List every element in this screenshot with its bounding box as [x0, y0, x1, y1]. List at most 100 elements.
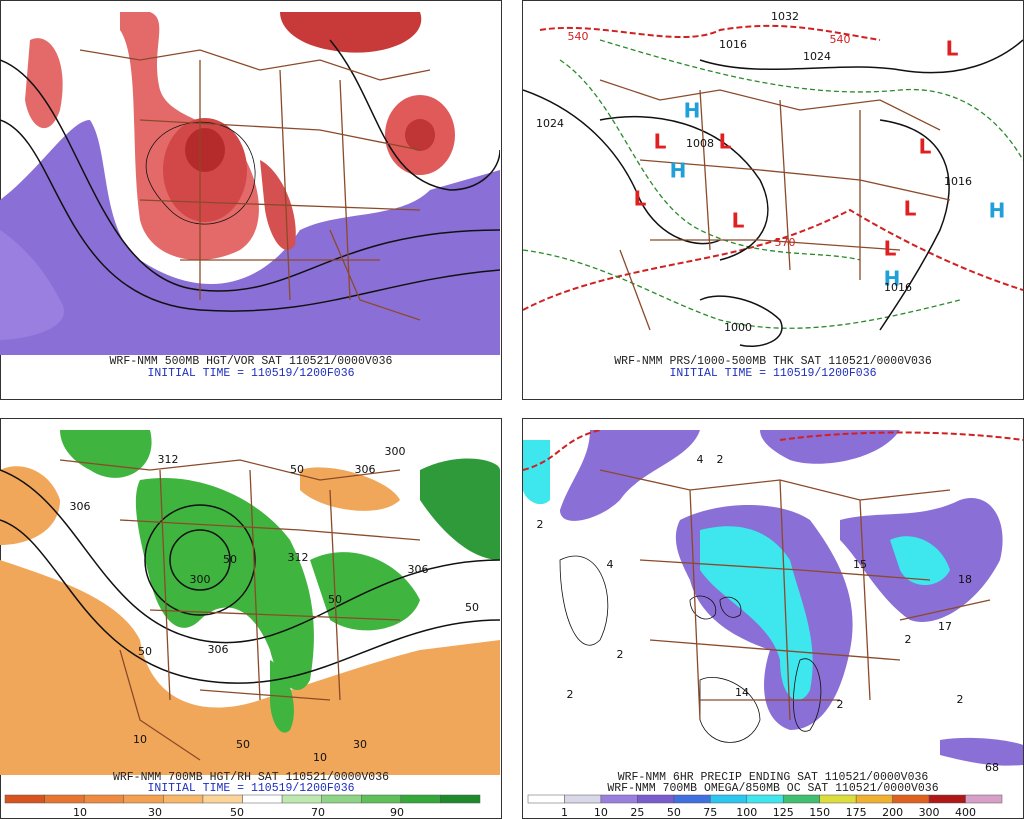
contour-label: 1016	[719, 38, 747, 51]
colorbar-label: 100	[736, 806, 757, 819]
colorbar-swatch	[163, 794, 204, 804]
colorbar-label: 150	[809, 806, 830, 819]
colorbar-swatch	[819, 794, 857, 804]
low-center: L	[654, 130, 667, 154]
contour-label: 300	[385, 445, 406, 458]
contour-label: 300	[190, 573, 211, 586]
colorbar-swatch	[527, 794, 565, 804]
colorbar-swatch	[637, 794, 675, 804]
colorbar-label: 200	[882, 806, 903, 819]
colorbar-swatch	[928, 794, 966, 804]
low-center: L	[884, 237, 897, 261]
colorbar-swatch	[202, 794, 243, 804]
colorbar-label: 1	[561, 806, 568, 819]
contour-label: 1000	[724, 321, 752, 334]
panel-vorticity: WRF-NMM 500MB HGT/VOR SAT 110521/0000V03…	[0, 0, 502, 400]
colorbar-swatch	[965, 794, 1003, 804]
contour-label: 50	[465, 601, 479, 614]
contour-label: 4	[697, 453, 704, 466]
contour-label: 2	[567, 688, 574, 701]
colorbar-swatch	[123, 794, 164, 804]
contour-label: 2	[537, 518, 544, 531]
contour-label: 2	[837, 698, 844, 711]
colorbar-swatch	[746, 794, 784, 804]
contour-label: 18	[958, 573, 972, 586]
colorbar-label: 50	[667, 806, 681, 819]
panel-precip: 2 4 2 2 14 2 2 2 15 18 17 68 4 2 WRF-NMM…	[522, 418, 1024, 819]
colorbar-swatch	[440, 794, 481, 804]
high-center: H	[884, 267, 901, 291]
low-center: L	[719, 130, 732, 154]
low-center: L	[732, 209, 745, 233]
contour-label: 1008	[686, 137, 714, 150]
contour-label: 10	[133, 733, 147, 746]
colorbar-label: 25	[630, 806, 644, 819]
colorbar-label: 90	[390, 806, 404, 819]
contour-label: 306	[355, 463, 376, 476]
map	[0, 430, 500, 775]
colorbar-swatch	[892, 794, 930, 804]
colorbar: 10 30 50 70 90	[4, 794, 481, 819]
contour-label: 2	[617, 648, 624, 661]
initial-time: INITIAL TIME = 110519/1200F036	[147, 782, 354, 795]
map	[523, 430, 1023, 766]
low-center: L	[946, 37, 959, 61]
low-center: L	[904, 197, 917, 221]
panel-subtitle: WRF-NMM 700MB OMEGA/850MB OC SAT 110521/…	[607, 782, 938, 795]
colorbar-swatch	[710, 794, 748, 804]
colorbar-swatch	[361, 794, 402, 804]
panel-title: WRF-NMM 700MB HGT/RH SAT 110521/0000V036	[113, 771, 389, 784]
colorbar-label: 75	[703, 806, 717, 819]
contour-label: 50	[290, 463, 304, 476]
contour-label: 30	[353, 738, 367, 751]
contour-label: 2	[905, 633, 912, 646]
colorbar-label: 300	[919, 806, 940, 819]
contour-label: 50	[138, 645, 152, 658]
colorbar-swatch	[782, 794, 820, 804]
contour-label: 570	[775, 236, 796, 249]
panel-title: WRF-NMM 6HR PRECIP ENDING SAT 110521/000…	[618, 771, 929, 784]
colorbar-label: 50	[230, 806, 244, 819]
initial-time: INITIAL TIME = 110519/1200F036	[669, 367, 876, 380]
contour-label: 2	[717, 453, 724, 466]
colorbar-swatch	[564, 794, 602, 804]
contour-label: 1016	[944, 175, 972, 188]
contour-label: 10	[313, 751, 327, 764]
initial-time: INITIAL TIME = 110519/1200F036	[147, 367, 354, 380]
colorbar-swatch	[321, 794, 362, 804]
contour-label: 15	[853, 558, 867, 571]
contour-label: 306	[408, 563, 429, 576]
contour-label: 1024	[803, 50, 831, 63]
low-center: L	[919, 135, 932, 159]
contour-label: 50	[223, 553, 237, 566]
panel-humidity: 312 306 300 306 50 50 300 312 306 50 50 …	[0, 418, 502, 819]
contour-label: 306	[70, 500, 91, 513]
colorbar-swatch	[855, 794, 893, 804]
contour-label: 312	[158, 453, 179, 466]
colorbar-swatch	[600, 794, 638, 804]
high-center: H	[684, 99, 701, 123]
contour-label: 1024	[536, 117, 564, 130]
colorbar-label: 70	[311, 806, 325, 819]
colorbar-label: 10	[594, 806, 608, 819]
contour-label: 1016	[884, 281, 912, 294]
map	[523, 24, 1023, 347]
panel-pressure: L L L L L L L L H H H H 1032 540 540 101…	[522, 0, 1024, 400]
high-center: H	[670, 159, 687, 183]
high-center: H	[989, 199, 1006, 223]
contour-label: 2	[957, 693, 964, 706]
low-center: L	[634, 187, 647, 211]
colorbar-label: 175	[846, 806, 867, 819]
contour-label: 1032	[771, 10, 799, 23]
contour-label: 4	[607, 558, 614, 571]
panel-title: WRF-NMM 500MB HGT/VOR SAT 110521/0000V03…	[110, 355, 393, 368]
contour-label: 312	[288, 551, 309, 564]
contour-label: 68	[985, 761, 999, 774]
map	[0, 12, 500, 355]
colorbar-swatch	[44, 794, 85, 804]
colorbar-label: 10	[73, 806, 87, 819]
colorbar-label: 30	[148, 806, 162, 819]
contour-label: 17	[938, 620, 952, 633]
colorbar-label: 400	[955, 806, 976, 819]
colorbar-swatch	[4, 794, 45, 804]
